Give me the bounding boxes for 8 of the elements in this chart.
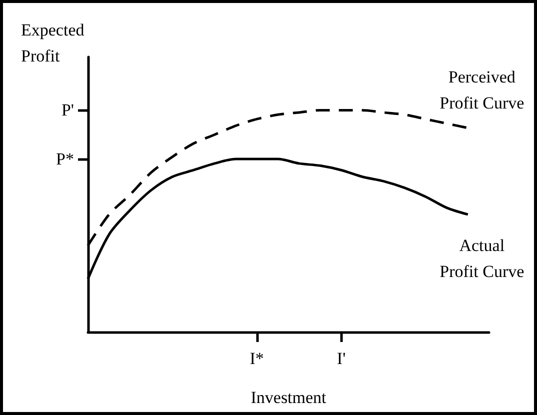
ref-line-label: P': [61, 100, 74, 120]
series-label: Actual Profit Curve: [440, 236, 524, 281]
series-label: Perceived Profit Curve: [440, 67, 524, 112]
x-tick-label: I*: [250, 349, 264, 368]
x-tick-label: I': [336, 349, 346, 368]
y-axis-title: Expected Profit: [21, 20, 88, 66]
x-axis-title: Investment: [250, 388, 327, 407]
ref-line-label: P*: [56, 150, 74, 169]
